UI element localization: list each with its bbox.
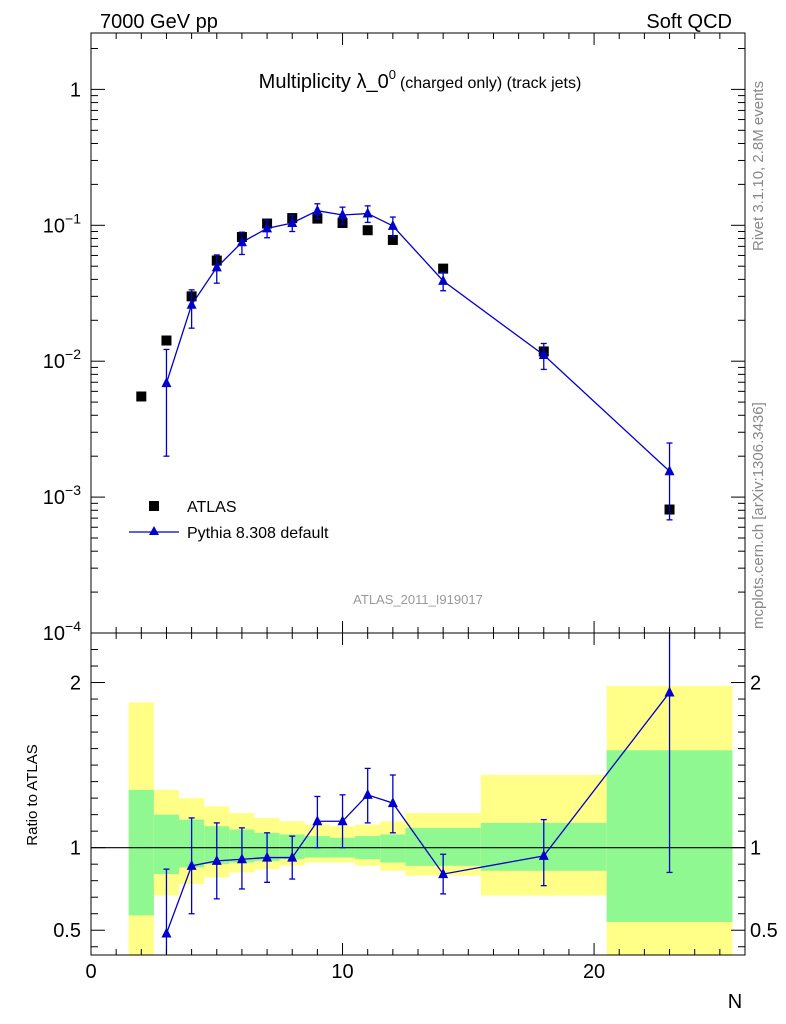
- uncertainty-band-green: [128, 789, 154, 916]
- ratio-y-tick-label-left: 0.5: [53, 920, 81, 942]
- ratio-point: [312, 815, 323, 826]
- ratio-point: [337, 815, 348, 826]
- pythia-point: [262, 222, 273, 233]
- ratio-point: [236, 853, 247, 864]
- chart-title-sup: 0: [389, 67, 396, 82]
- atlas-point: [438, 263, 449, 274]
- uncertainty-band-green: [380, 834, 406, 863]
- uncertainty-band-green: [153, 814, 180, 875]
- legend-atlas-marker: [149, 501, 159, 511]
- pythia-point: [387, 219, 398, 230]
- legend-atlas-label: ATLAS: [187, 499, 237, 516]
- ratio-frame: [90, 632, 746, 956]
- atlas-point: [161, 335, 172, 346]
- legend-pythia-label: Pythia 8.308 default: [187, 525, 329, 542]
- ratio-point: [664, 686, 675, 697]
- ratio-y-tick-label-right: 0.5: [750, 920, 778, 942]
- legend-pythia-marker: [149, 526, 159, 535]
- chart-title-suffix: (charged only) (track jets): [400, 75, 581, 92]
- pythia-point: [362, 207, 373, 218]
- ratio-point: [362, 788, 373, 799]
- pythia-point: [186, 298, 197, 309]
- ratio-point: [538, 849, 549, 860]
- chart-title: Multiplicity λ_00 (charged only) (track j…: [259, 67, 582, 93]
- ratio-point: [438, 868, 449, 879]
- mcplots-label: mcplots.cern.ch [arXiv:1306.3436]: [750, 402, 767, 629]
- ratio-point: [387, 797, 398, 808]
- x-tick-label: 20: [583, 961, 605, 983]
- main-frame: [90, 32, 746, 634]
- y-tick-label: 10−3: [43, 482, 81, 509]
- pythia-point: [337, 209, 348, 220]
- atlas-point: [362, 225, 373, 236]
- ratio-marks: [161, 633, 675, 955]
- pythia-point: [538, 349, 549, 360]
- main-panel: 1 10−1 10−2 10−3 10−4 Multiplicity λ_00 (char…: [43, 32, 746, 645]
- main-axes: 1 10−1 10−2 10−3 10−4: [43, 33, 746, 645]
- ratio-point: [161, 927, 172, 938]
- pythia-point: [287, 216, 298, 227]
- ratio-y-tick-label-right: 2: [750, 673, 761, 695]
- main-marks: [136, 203, 675, 521]
- analysis-id: ATLAS_2011_I919017: [353, 592, 483, 607]
- chart-title-main: Multiplicity λ_0: [259, 71, 389, 93]
- ratio-y-tick-label-left: 1: [70, 838, 81, 860]
- ratio-panel: 0.5 0.51 12 20 10 20 Ratio to ATLAS N: [24, 632, 778, 1013]
- y-tick-label: 1: [70, 79, 81, 101]
- header-left: 7000 GeV pp: [100, 11, 218, 33]
- x-axis-label: N: [728, 991, 742, 1013]
- ratio-point: [186, 859, 197, 870]
- atlas-point: [387, 234, 398, 245]
- y-tick-label: 10−2: [43, 346, 81, 373]
- x-tick-label: 10: [331, 961, 353, 983]
- ratio-point: [262, 851, 273, 862]
- legend: ATLAS Pythia 8.308 default: [129, 499, 329, 542]
- ratio-ylabel: Ratio to ATLAS: [24, 744, 41, 845]
- y-tick-label: 10−4: [43, 618, 81, 645]
- y-tick-label: 10−1: [43, 210, 81, 237]
- pythia-point: [211, 261, 222, 272]
- ratio-point: [287, 851, 298, 862]
- atlas-point: [136, 391, 147, 402]
- pythia-point: [236, 236, 247, 247]
- pythia-point: [438, 274, 449, 285]
- ratio-y-tick-label-left: 2: [70, 673, 81, 695]
- ratio-y-tick-label-right: 1: [750, 838, 761, 860]
- rivet-label: Rivet 3.1.10, 2.8M events: [750, 81, 767, 251]
- pythia-point: [664, 465, 675, 476]
- pythia-point: [161, 377, 172, 388]
- header-right: Soft QCD: [646, 11, 732, 33]
- ratio-bands: [91, 685, 745, 955]
- pythia-point: [312, 204, 323, 215]
- ratio-point: [211, 854, 222, 865]
- x-tick-label: 0: [85, 961, 96, 983]
